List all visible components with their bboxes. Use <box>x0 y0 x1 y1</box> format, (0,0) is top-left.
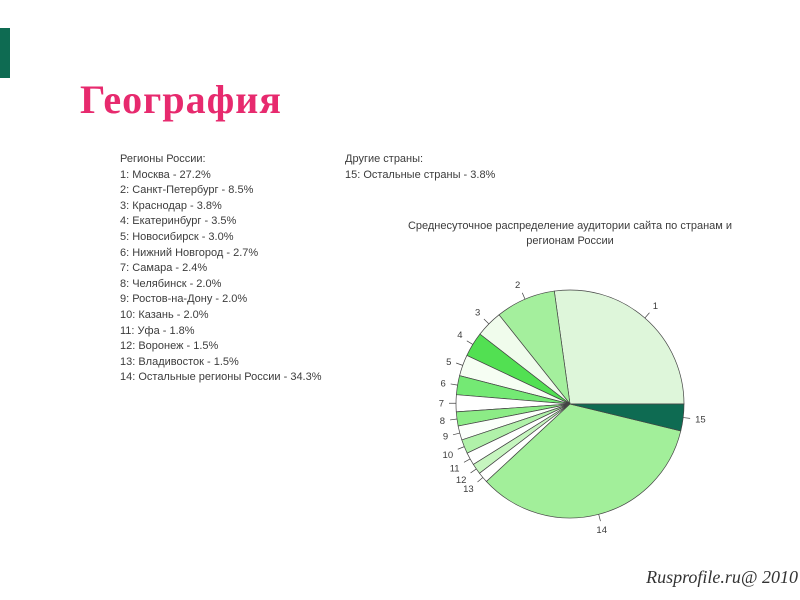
pie-slice-label: 1 <box>653 301 658 312</box>
legend-item: 10: Казань - 2.0% <box>120 308 209 321</box>
regions-legend: Регионы России: 1: Москва - 27.2% 2: Сан… <box>120 152 322 386</box>
legend-item: 11: Уфа - 1.8% <box>120 324 195 337</box>
legend-item: 4: Екатеринбург - 3.5% <box>120 215 237 228</box>
regions-legend-header: Регионы России: <box>120 153 206 165</box>
pie-slice-label: 7 <box>439 399 444 410</box>
pie-slice-label: 13 <box>463 484 474 495</box>
pie-label-tick <box>450 418 458 421</box>
pie-label-tick <box>483 318 490 325</box>
pie-slice-label: 15 <box>695 415 706 426</box>
legend-item: 8: Челябинск - 2.0% <box>120 277 222 290</box>
pie-slice-label: 3 <box>475 307 480 318</box>
pie-label-tick <box>457 446 465 450</box>
legend-item: 14: Остальные регионы России - 34.3% <box>120 371 322 384</box>
page-title: География <box>80 77 282 122</box>
legend-item: 13: Владивосток - 1.5% <box>120 355 239 368</box>
footer-credit: Rusprofile.ru@ 2010 <box>646 567 798 587</box>
legend-item: 1: Москва - 27.2% <box>120 168 211 181</box>
pie-slice-label: 10 <box>443 450 454 461</box>
pie-label-tick <box>477 477 484 483</box>
pie-label-tick <box>452 432 460 436</box>
pie-label-tick <box>450 383 458 386</box>
chart-title: Среднесуточное распределение аудитории с… <box>407 220 733 247</box>
legend-item: 9: Ростов-на-Дону - 2.0% <box>120 293 248 306</box>
legend-item: 6: Нижний Новгород - 2.7% <box>120 246 259 259</box>
pie-slice-label: 4 <box>457 330 462 341</box>
pie-slice-label: 14 <box>596 525 607 536</box>
pie-slice-label: 12 <box>456 475 467 486</box>
pie-slice-label: 5 <box>446 357 451 368</box>
pie-label-tick <box>644 312 650 319</box>
pie-label-tick <box>521 292 526 300</box>
pie-slice-label: 9 <box>443 432 448 443</box>
pie-slice-label: 11 <box>450 464 460 475</box>
pie-label-tick <box>463 458 471 463</box>
pie-label-tick <box>456 362 463 366</box>
pie-slice-label: 8 <box>440 416 445 427</box>
pie-label-tick <box>470 468 477 474</box>
pie-label-tick <box>683 417 691 419</box>
legend-item: 5: Новосибирск - 3.0% <box>120 230 234 243</box>
other-countries-legend: Другие страны: 15: Остальные страны - 3.… <box>345 152 495 183</box>
pie-label-tick <box>466 340 473 345</box>
pie-slice-label: 2 <box>515 280 520 291</box>
other-legend-header: Другие страны: <box>345 153 424 165</box>
accent-bar <box>0 28 10 78</box>
pie-slice-label: 6 <box>440 379 445 390</box>
pie-slice-14 <box>485 403 682 519</box>
legend-item: 2: Санкт-Петербург - 8.5% <box>120 184 254 197</box>
legend-item: 12: Воронеж - 1.5% <box>120 340 219 353</box>
pie-slice-1 <box>553 289 685 405</box>
pie-label-tick <box>598 514 601 522</box>
legend-item: 7: Самара - 2.4% <box>120 262 208 275</box>
legend-item: 3: Краснодар - 3.8% <box>120 199 222 212</box>
legend-item: 15: Остальные страны - 3.8% <box>345 168 496 181</box>
